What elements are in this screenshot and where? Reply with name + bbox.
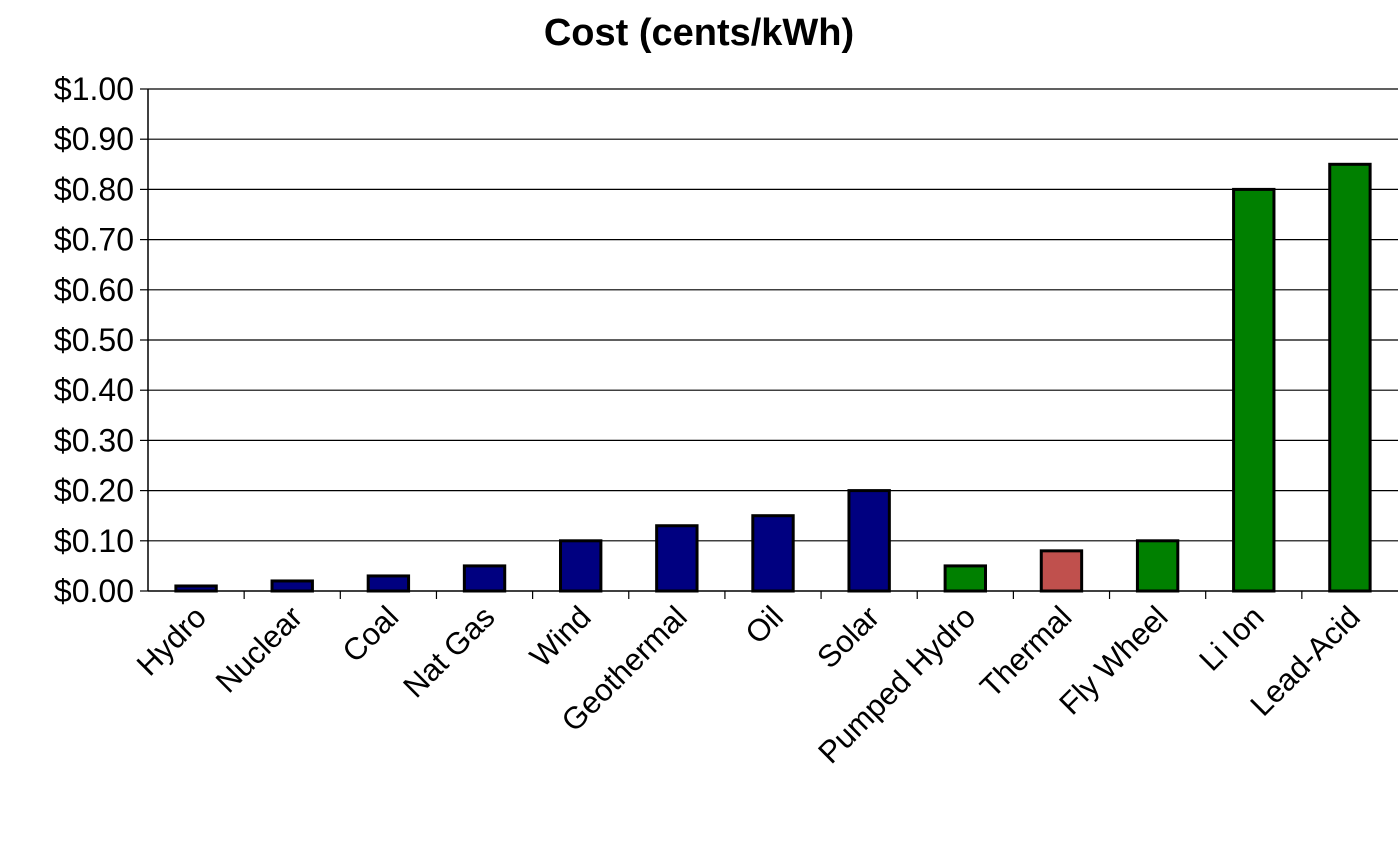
bar-geothermal — [655, 524, 699, 593]
y-tick-label: $0.10 — [54, 523, 134, 559]
y-tick-label: $0.70 — [54, 222, 134, 258]
bar-nuclear — [270, 579, 314, 593]
y-tick-label: $0.20 — [54, 473, 134, 509]
y-tick-label: $0.00 — [54, 573, 134, 609]
x-category-label: Coal — [335, 599, 405, 669]
bar-oil — [751, 514, 795, 593]
x-category-label: Solar — [810, 599, 886, 675]
bar-pumped-hydro — [943, 564, 987, 593]
x-category-label: Li Ion — [1192, 599, 1270, 677]
x-category-label: Nuclear — [209, 599, 309, 699]
bar-li-ion — [1232, 187, 1276, 593]
y-tick-labels: $0.00 $0.10 $0.20 $0.30 $0.40 $0.50 $0.60 $0.70… — [54, 71, 134, 609]
y-tick-label: $0.40 — [54, 372, 134, 408]
bars — [174, 162, 1372, 593]
y-tick-label: $1.00 — [54, 71, 134, 107]
x-category-label: Hydro — [130, 599, 213, 682]
bar-wind — [559, 539, 603, 593]
y-tick-label: $0.30 — [54, 422, 134, 458]
bar-fly-wheel — [1135, 539, 1180, 593]
gridlines — [148, 88, 1398, 542]
x-category-label: Nat Gas — [396, 599, 501, 704]
bar-solar — [847, 489, 891, 593]
y-tick-label: $0.50 — [54, 322, 134, 358]
bar-lead-acid — [1328, 162, 1372, 593]
x-category-label: Oil — [738, 599, 790, 651]
bar-coal — [366, 574, 411, 593]
bar-hydro — [174, 584, 218, 593]
y-tick-label: $0.90 — [54, 121, 134, 157]
chart-title: Cost (cents/kWh) — [543, 12, 855, 54]
bar-thermal — [1039, 549, 1084, 593]
y-tick-label: $0.60 — [54, 272, 134, 308]
y-tick-label: $0.80 — [54, 171, 134, 207]
x-category-label: Wind — [523, 599, 598, 674]
axes — [140, 88, 1398, 599]
bar-nat-gas — [462, 564, 507, 593]
